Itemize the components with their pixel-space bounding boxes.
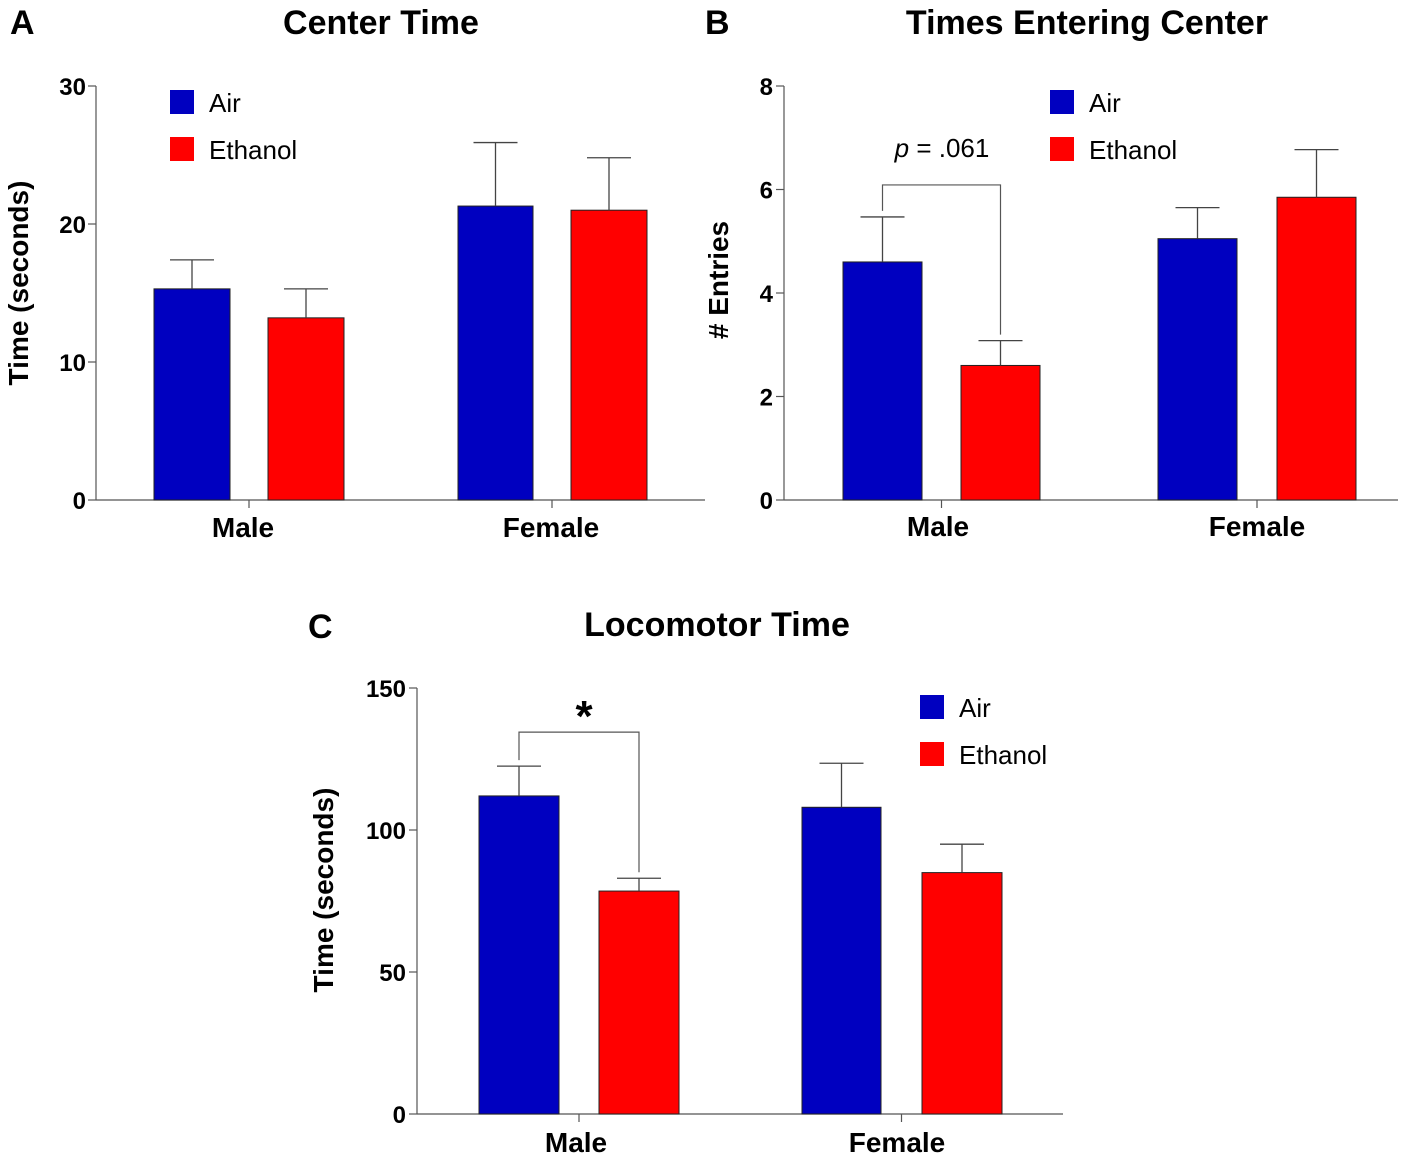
- panel-c-y-ticks: 0 50 100 150: [366, 676, 1063, 1129]
- panel-b-legend-label-ethanol: Ethanol: [1089, 135, 1177, 165]
- bar-ethanol-male: [267, 317, 345, 501]
- panel-c-y-axis-label: Time (seconds): [308, 788, 339, 993]
- panel-a-bars: [153, 141, 648, 501]
- panel-b: B Times Entering Center # Entries 02468 …: [703, 4, 1398, 542]
- panel-a-x-label-female: Female: [503, 512, 600, 543]
- y-tick-label: 150: [366, 676, 406, 703]
- bar-ethanol-female: [921, 872, 1003, 1115]
- panel-b-legend-label-air: Air: [1089, 88, 1121, 118]
- panel-c-x-label-female: Female: [849, 1127, 946, 1156]
- panel-a-legend-label-air: Air: [209, 88, 241, 118]
- panel-b-legend: Air Ethanol: [1050, 88, 1177, 165]
- bar-air-female: [801, 806, 882, 1115]
- bar-air-male: [153, 288, 231, 501]
- panel-c-significance-bracket: [518, 731, 640, 873]
- bar-air-female: [1157, 238, 1238, 501]
- y-tick-label: 6: [760, 178, 773, 205]
- bar-ethanol-male: [598, 890, 680, 1115]
- panel-a-y-axis-label: Time (seconds): [3, 181, 34, 386]
- panel-a-title: Center Time: [283, 4, 479, 42]
- panel-b-bars: [842, 149, 1357, 501]
- panel-a-x-label-male: Male: [212, 512, 274, 543]
- panel-c-x-label-male: Male: [545, 1127, 607, 1156]
- bar-ethanol-female: [570, 209, 648, 501]
- panel-c-legend-swatch-ethanol: [920, 742, 944, 766]
- y-tick-label: 50: [379, 960, 406, 987]
- panel-b-x-label-female: Female: [1209, 511, 1306, 542]
- panel-b-legend-swatch-ethanol: [1050, 137, 1074, 161]
- y-tick-label: 30: [59, 74, 86, 101]
- panel-c-legend-label-air: Air: [959, 693, 991, 723]
- y-tick-label: 2: [760, 385, 773, 412]
- bar-ethanol-male: [960, 364, 1041, 501]
- panel-a-legend-swatch-ethanol: [170, 137, 194, 161]
- panel-a-legend: Air Ethanol: [170, 88, 297, 165]
- y-tick-label: 4: [760, 281, 774, 308]
- panel-c-legend-label-ethanol: Ethanol: [959, 740, 1047, 770]
- panel-c-letter: C: [308, 608, 333, 646]
- bar-ethanol-female: [1276, 196, 1357, 501]
- y-tick-label: 0: [393, 1102, 406, 1129]
- panel-c-title: Locomotor Time: [584, 606, 850, 644]
- bar-air-female: [457, 205, 534, 501]
- panel-c-legend: Air Ethanol: [920, 693, 1047, 770]
- panel-a-letter: A: [10, 4, 35, 42]
- y-tick-label: 10: [59, 350, 86, 377]
- panel-b-x-label-male: Male: [907, 511, 969, 542]
- y-tick-label: 8: [760, 74, 773, 101]
- panel-a-legend-swatch-air: [170, 90, 194, 114]
- panel-b-significance-bracket: [881, 184, 1002, 335]
- y-tick-label: 0: [73, 488, 86, 515]
- panel-b-y-axis-label: # Entries: [703, 221, 734, 339]
- panel-c-bars: [478, 762, 1003, 1115]
- panel-c-significance-star: *: [575, 692, 593, 741]
- panel-c-legend-swatch-air: [920, 695, 944, 719]
- panel-a: A Center Time Time (seconds) 0 10 20 30 Mal…: [3, 4, 705, 543]
- bar-air-male: [478, 795, 560, 1115]
- panel-b-letter: B: [705, 4, 730, 42]
- y-tick-label: 0: [760, 488, 773, 515]
- y-tick-label: 100: [366, 818, 406, 845]
- panel-b-legend-swatch-air: [1050, 90, 1074, 114]
- panel-b-title: Times Entering Center: [906, 4, 1268, 42]
- panel-a-legend-label-ethanol: Ethanol: [209, 135, 297, 165]
- panel-b-significance-label: p = .061: [894, 133, 990, 163]
- panel-c: C Locomotor Time Time (seconds) 0 50 100 15…: [308, 606, 1063, 1156]
- y-tick-label: 20: [59, 212, 86, 239]
- bar-air-male: [842, 261, 923, 501]
